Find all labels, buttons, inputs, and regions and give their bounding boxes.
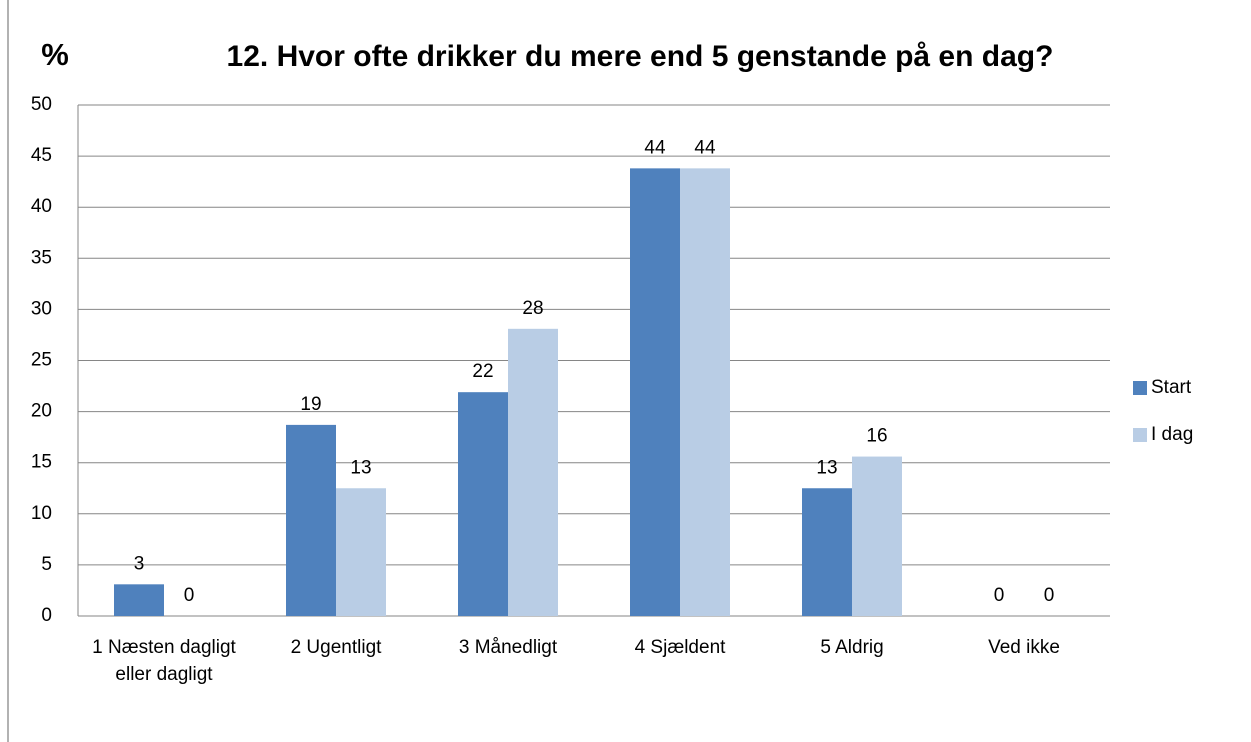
data-label: 13 — [350, 457, 371, 478]
bar — [802, 488, 852, 616]
data-label: 13 — [816, 457, 837, 478]
bar — [336, 488, 386, 616]
data-label: 44 — [644, 137, 666, 158]
y-tick-label: 50 — [31, 94, 52, 115]
legend-label: Start — [1151, 377, 1192, 398]
y-tick-label: 5 — [41, 554, 52, 575]
data-label: 19 — [300, 394, 321, 415]
y-tick-label: 40 — [31, 196, 52, 217]
bar — [852, 456, 902, 616]
bar — [458, 392, 508, 616]
data-label: 0 — [1044, 585, 1055, 606]
data-label: 0 — [994, 585, 1005, 606]
x-tick-label: 3 Månedligt — [458, 637, 558, 658]
data-label: 28 — [522, 298, 543, 319]
data-label: 0 — [184, 585, 195, 606]
data-label: 22 — [472, 361, 493, 382]
y-tick-label: 10 — [31, 503, 52, 524]
legend-label: I dag — [1151, 424, 1193, 445]
data-label: 3 — [134, 553, 145, 574]
data-label: 16 — [866, 426, 887, 447]
x-tick-label: 2 Ugentligt — [290, 637, 382, 658]
x-tick-label: 1 Næsten dagligt eller dagligt — [92, 637, 236, 685]
data-label: 44 — [694, 137, 716, 158]
x-tick-label: Ved ikke — [988, 637, 1060, 658]
legend-swatch — [1133, 381, 1147, 395]
x-tick-label: 4 Sjældent — [634, 637, 726, 658]
bar — [508, 328, 558, 616]
chart-title: 12. Hvor ofte drikker du mere end 5 gens… — [227, 40, 1054, 73]
bar — [114, 584, 164, 616]
y-tick-label: 15 — [31, 452, 52, 473]
y-axis-label: % — [41, 37, 69, 72]
y-tick-label: 45 — [31, 145, 52, 166]
bar — [680, 168, 730, 616]
y-tick-label: 0 — [41, 605, 52, 626]
bar — [286, 424, 336, 616]
y-tick-label: 30 — [31, 298, 52, 319]
legend-swatch — [1133, 428, 1147, 442]
x-tick-label: 5 Aldrig — [820, 637, 884, 658]
y-tick-label: 35 — [31, 247, 52, 268]
y-tick-label: 25 — [31, 350, 52, 371]
bar — [630, 168, 680, 616]
y-tick-label: 20 — [31, 401, 52, 422]
